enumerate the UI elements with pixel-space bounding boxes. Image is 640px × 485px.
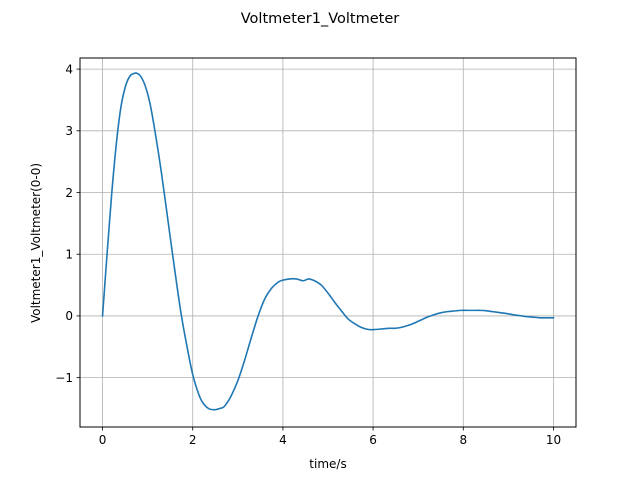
x-tick-label: 8	[459, 433, 467, 447]
y-tick-label: 3	[65, 124, 73, 138]
x-tick-label: 2	[189, 433, 197, 447]
plot-layer	[101, 72, 555, 411]
plot-frame	[79, 57, 577, 428]
x-tick-label: 0	[99, 433, 107, 447]
x-tick-label: 10	[546, 433, 561, 447]
y-tick-label: −1	[55, 371, 73, 385]
y-tick-label: 0	[65, 309, 73, 323]
x-tick-label: 6	[369, 433, 377, 447]
y-axis-label: Voltmeter1_Voltmeter(0-0)	[29, 163, 43, 323]
tick-layer: 0 2 4 6 8 10 −1 0 1 2 3 4	[55, 62, 561, 447]
y-tick-label: 4	[65, 62, 73, 76]
grid-layer	[80, 58, 576, 427]
chart-title: Voltmeter1_Voltmeter	[241, 11, 399, 27]
x-axis-label: time/s	[309, 457, 346, 471]
y-tick-label: 2	[65, 186, 73, 200]
series-line	[101, 72, 555, 411]
y-tick-label: 1	[65, 248, 73, 262]
x-tick-label: 4	[279, 433, 287, 447]
